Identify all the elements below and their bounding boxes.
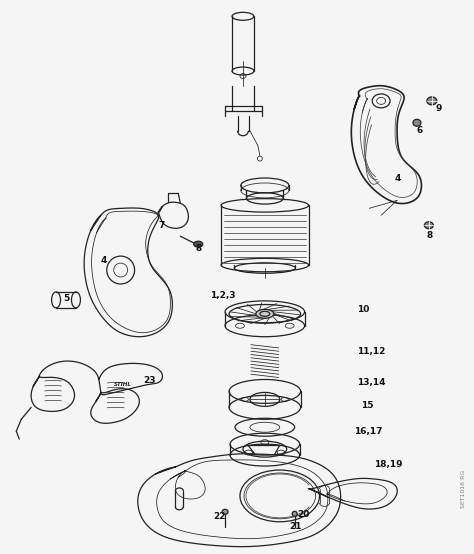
Text: 15: 15: [361, 401, 374, 410]
Text: 22: 22: [213, 512, 226, 521]
Text: 18,19: 18,19: [374, 460, 403, 469]
Text: 13,14: 13,14: [357, 378, 386, 387]
Text: 5: 5: [63, 294, 69, 304]
Text: 6: 6: [417, 126, 423, 135]
Text: 1,2,3: 1,2,3: [210, 291, 236, 300]
Text: STIHL: STIHL: [114, 382, 132, 387]
Text: 10: 10: [357, 305, 370, 314]
Text: SET1016 RG: SET1016 RG: [461, 470, 466, 508]
Ellipse shape: [222, 509, 228, 514]
Text: 8: 8: [195, 244, 201, 253]
Ellipse shape: [427, 97, 437, 105]
Text: 23: 23: [144, 376, 156, 385]
Text: 8: 8: [427, 230, 433, 240]
Ellipse shape: [256, 309, 274, 319]
Text: 20: 20: [298, 510, 310, 519]
Text: 9: 9: [436, 104, 442, 114]
Ellipse shape: [194, 241, 203, 247]
Ellipse shape: [292, 511, 297, 516]
Text: 21: 21: [290, 522, 302, 531]
Ellipse shape: [413, 119, 421, 126]
Text: 16,17: 16,17: [354, 427, 383, 436]
Text: 7: 7: [158, 220, 165, 230]
Text: 4: 4: [394, 174, 401, 183]
Ellipse shape: [424, 222, 433, 229]
Text: 4: 4: [101, 255, 107, 265]
Text: 11,12: 11,12: [357, 347, 386, 356]
